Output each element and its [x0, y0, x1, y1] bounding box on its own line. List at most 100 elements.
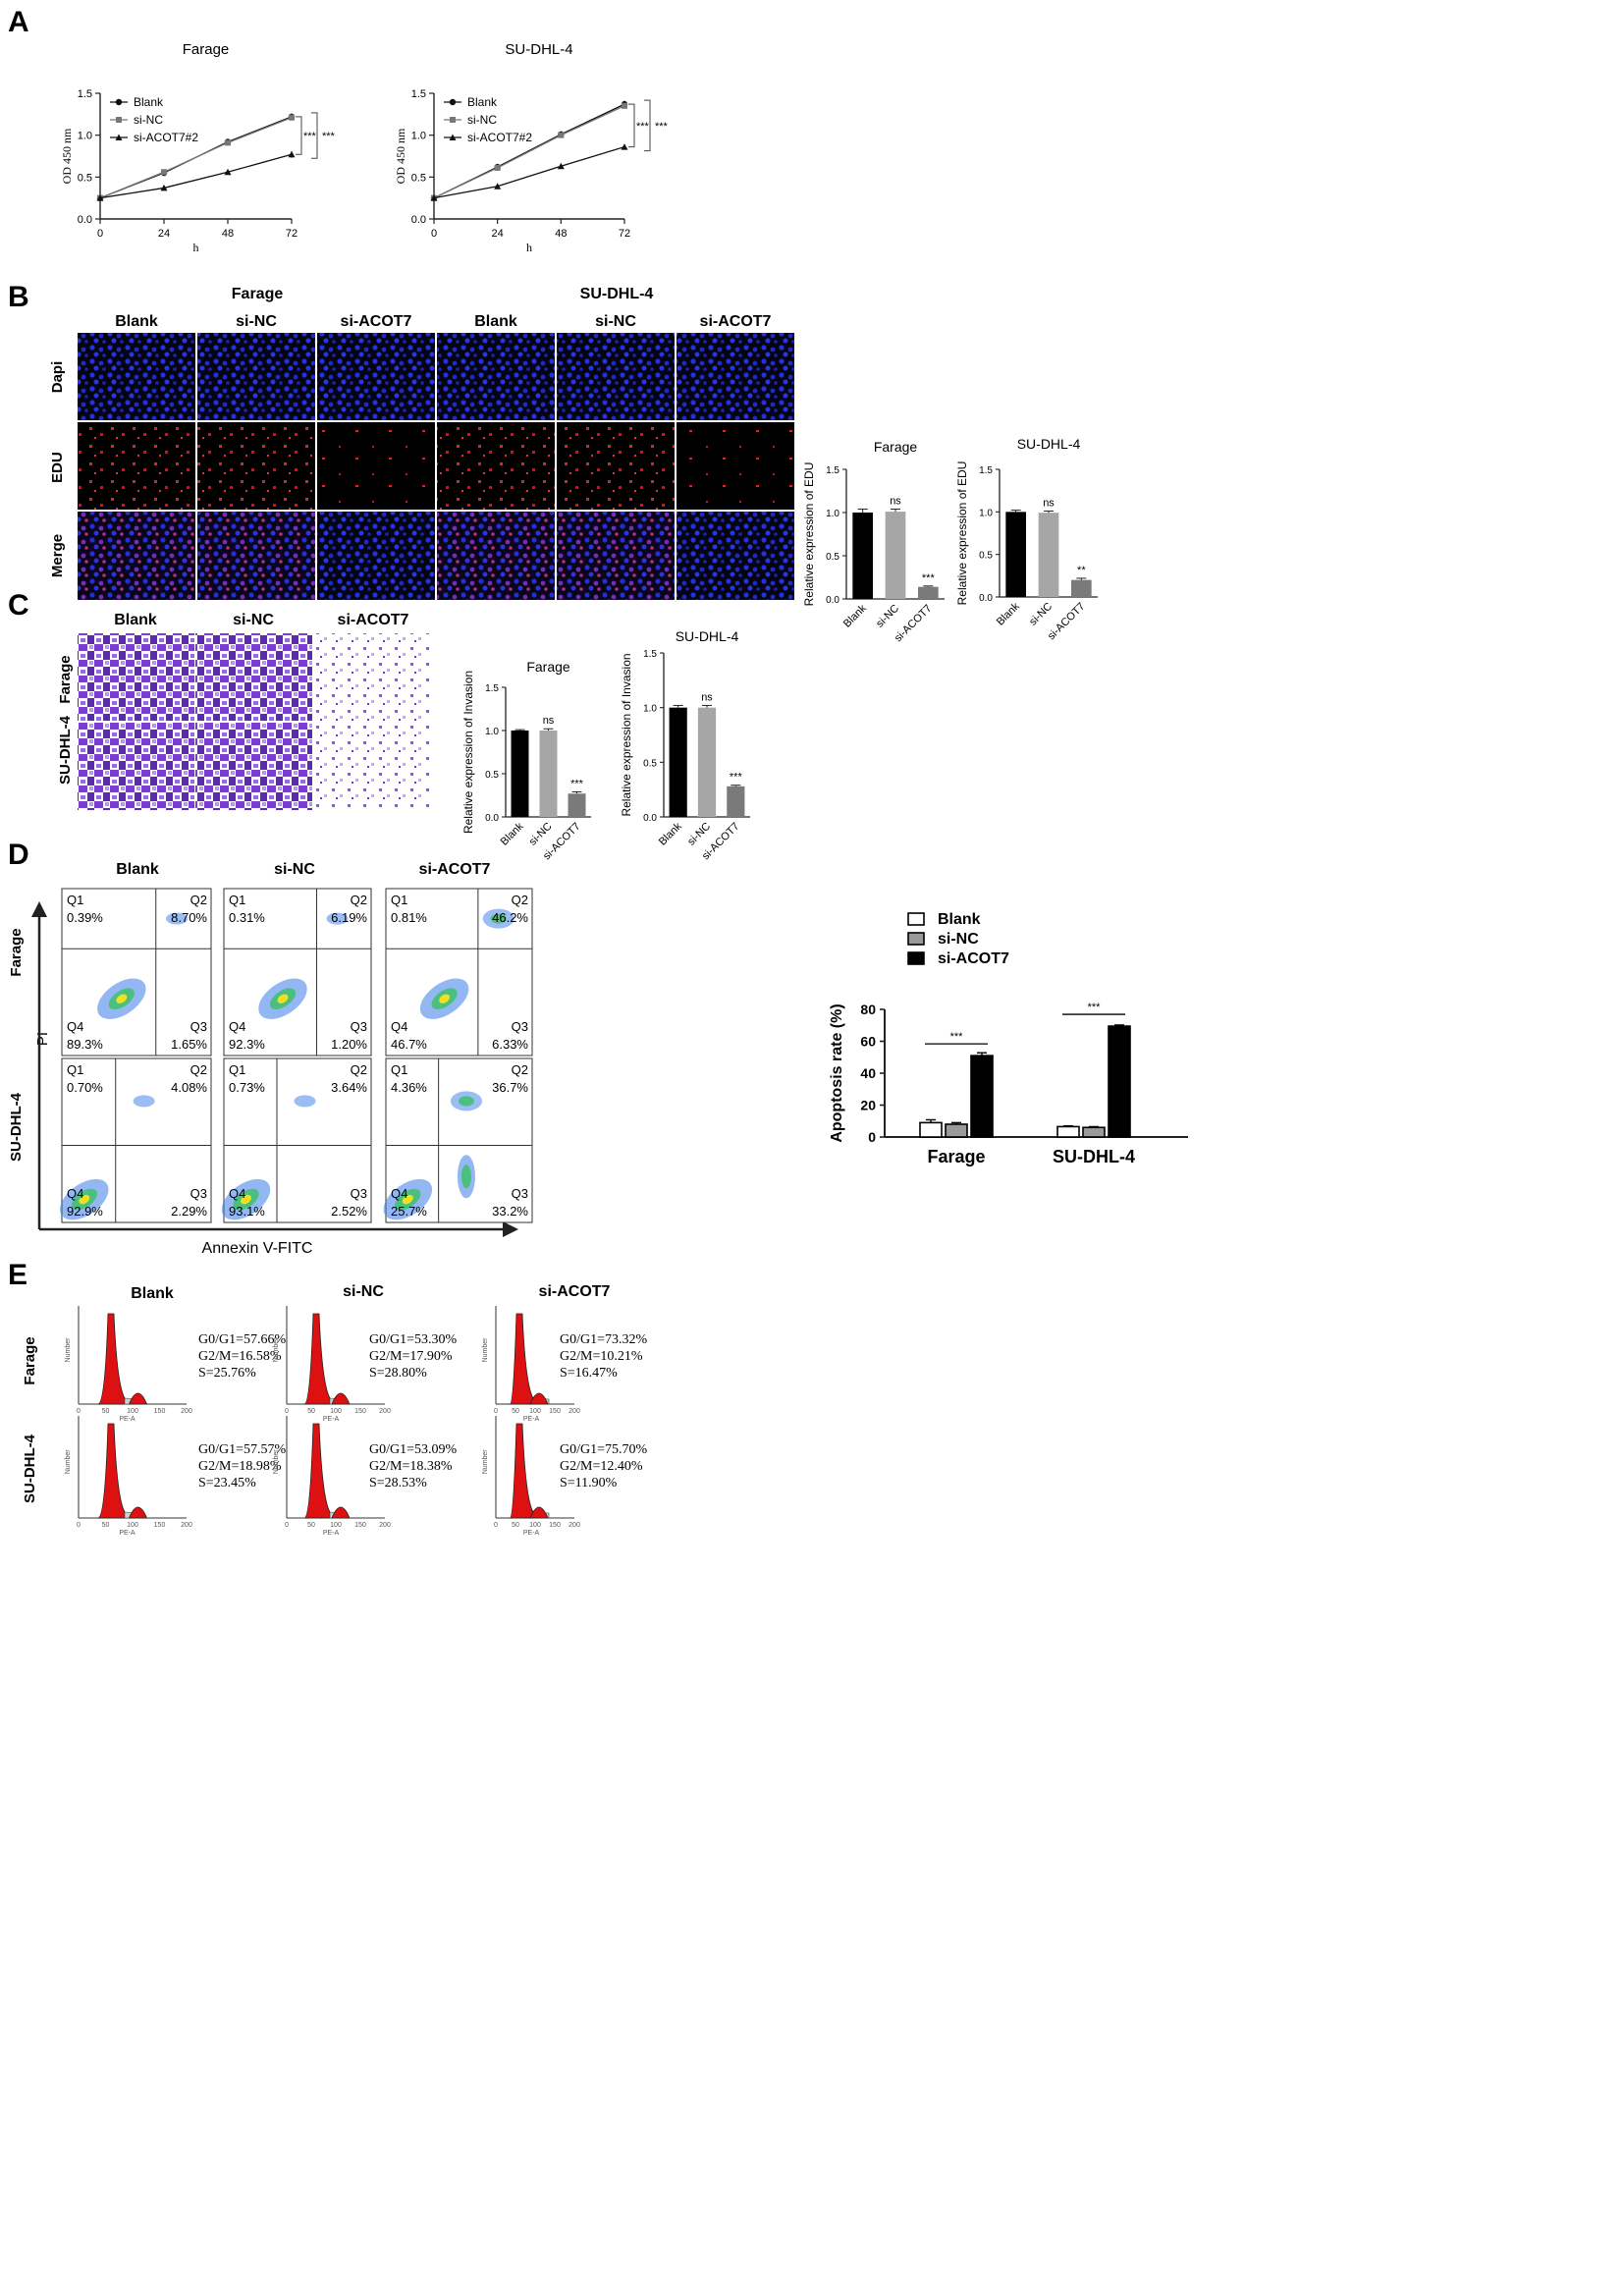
- quadrant-value: 4.08%: [171, 1080, 207, 1095]
- quadrant-name: Q1: [229, 1062, 245, 1077]
- legend-label: si-NC: [938, 931, 979, 948]
- data-point: [430, 194, 438, 201]
- g2m-percentage: G2/M=10.21%: [560, 1349, 643, 1364]
- histogram-x-tick: 100: [529, 1522, 541, 1529]
- panel-c-col-label: si-NC: [233, 612, 274, 628]
- significance-label: **: [1077, 565, 1086, 576]
- bar: [970, 1055, 994, 1138]
- micrograph-dapi: [197, 333, 315, 420]
- x-tick-label: Blank: [995, 600, 1022, 627]
- histogram-x-tick: 0: [285, 1522, 289, 1529]
- y-axis-label: Relative expression of Invasion: [461, 671, 475, 834]
- panel-e-row-label: SU-DHL-4: [22, 1434, 38, 1503]
- x-tick-label: SU-DHL-4: [1053, 1147, 1135, 1166]
- micrograph-edu: [557, 422, 675, 510]
- series-line: [433, 105, 625, 199]
- quadrant-name: Q4: [67, 1186, 83, 1201]
- g0g1-peak: [97, 1423, 126, 1519]
- quadrant-value: 0.70%: [67, 1080, 103, 1095]
- y-tick-label: 1.5: [643, 649, 657, 660]
- significance-bracket: [644, 99, 651, 152]
- s-percentage: S=25.76%: [198, 1366, 256, 1381]
- panel-c-invasion-images: Blank si-NC si-ACOT7 Farage SU-DHL-4: [57, 612, 430, 810]
- histogram-x-tick: 150: [354, 1408, 366, 1415]
- histogram-y-label: Number: [65, 1449, 72, 1475]
- quadrant-name: Q4: [67, 1019, 83, 1034]
- legend-marker: [449, 98, 457, 106]
- quadrant-value: 25.7%: [391, 1204, 427, 1219]
- x-tick-label: Blank: [841, 602, 869, 629]
- cell-population-core: [458, 1096, 474, 1107]
- panel-b-group-farage: Farage: [232, 286, 284, 302]
- y-tick-label: 0.5: [411, 172, 426, 184]
- histogram-x-label: PE-A: [323, 1416, 340, 1423]
- g0g1-percentage: G0/G1=75.70%: [560, 1442, 648, 1457]
- quadrant-value: 0.73%: [229, 1080, 265, 1095]
- bar: [1071, 579, 1092, 597]
- g2m-percentage: G2/M=17.90%: [369, 1349, 453, 1364]
- significance-label: ***: [655, 121, 669, 133]
- cell-population: [294, 1095, 316, 1108]
- invasion-image: [195, 723, 312, 810]
- y-tick-label: 0.5: [485, 770, 499, 781]
- y-tick-label: 1.0: [411, 131, 426, 142]
- y-axis-label: OD 450 nm: [60, 128, 74, 184]
- significance-label: ***: [730, 772, 743, 784]
- histogram-x-tick: 100: [330, 1408, 342, 1415]
- micrograph-dapi: [437, 333, 555, 420]
- y-axis-label: Relative expression of EDU: [802, 462, 816, 607]
- cell-population: [166, 912, 189, 925]
- quadrant-name: Q1: [391, 893, 407, 907]
- x-tick-label: 72: [619, 228, 630, 240]
- x-tick-label: Farage: [927, 1147, 985, 1166]
- y-tick-label: 0: [868, 1129, 876, 1145]
- y-tick-label: 0.5: [78, 172, 92, 184]
- g2m-percentage: G2/M=18.38%: [369, 1459, 453, 1474]
- histogram-x-tick: 150: [354, 1522, 366, 1529]
- x-tick-label: si-NC: [874, 603, 901, 630]
- legend-label: Blank: [467, 95, 498, 109]
- x-tick-label: 48: [555, 228, 567, 240]
- micrograph-dapi: [557, 333, 675, 420]
- data-point: [558, 132, 565, 138]
- histogram-x-tick: 200: [568, 1522, 580, 1529]
- s-percentage: S=16.47%: [560, 1366, 618, 1381]
- s-percentage: S=28.80%: [369, 1366, 427, 1381]
- legend-marker: [450, 117, 456, 123]
- legend-swatch: [907, 912, 925, 926]
- legend-label: si-ACOT7#2: [467, 131, 532, 144]
- cell-population-peak: [402, 1194, 413, 1205]
- histogram-x-tick: 200: [568, 1408, 580, 1415]
- invasion-image: [78, 723, 194, 810]
- panel-d-col-label: si-ACOT7: [419, 861, 491, 878]
- micrograph-merge: [557, 512, 675, 600]
- series-line: [99, 153, 293, 199]
- panel-b-edu-images: Farage SU-DHL-4 Blank si-NC si-ACOT7 Bla…: [49, 286, 794, 600]
- cell-population-peak: [241, 1194, 251, 1205]
- bar-chart-title: Farage: [874, 439, 918, 455]
- data-point: [622, 102, 627, 109]
- cell-population-core: [460, 1165, 471, 1189]
- y-tick-label: 40: [860, 1065, 876, 1081]
- dapi-row: [78, 333, 794, 420]
- significance-label: ns: [1043, 497, 1055, 509]
- y-tick-label: 1.5: [826, 465, 839, 476]
- y-tick-label: 0.5: [979, 551, 993, 562]
- significance-label: ns: [701, 691, 713, 703]
- histogram-x-tick: 150: [154, 1408, 166, 1415]
- y-axis-label: Apoptosis rate (%): [829, 1003, 845, 1142]
- significance-label: ***: [1088, 1002, 1102, 1013]
- micrograph-merge: [437, 512, 555, 600]
- invasion-image: [313, 723, 430, 810]
- panel-e-col-label: si-ACOT7: [539, 1283, 611, 1300]
- micrograph-merge: [677, 512, 794, 600]
- y-tick-label: 1.0: [485, 727, 499, 737]
- data-point: [224, 168, 232, 176]
- y-tick-label: 0.0: [979, 593, 993, 604]
- histogram-x-tick: 0: [77, 1408, 81, 1415]
- panel-c-row-label: Farage: [57, 655, 74, 703]
- line-chart-title: Farage: [183, 41, 230, 58]
- g2m-peak: [529, 1392, 549, 1405]
- quadrant-value: 0.81%: [391, 910, 427, 925]
- data-point: [289, 114, 295, 121]
